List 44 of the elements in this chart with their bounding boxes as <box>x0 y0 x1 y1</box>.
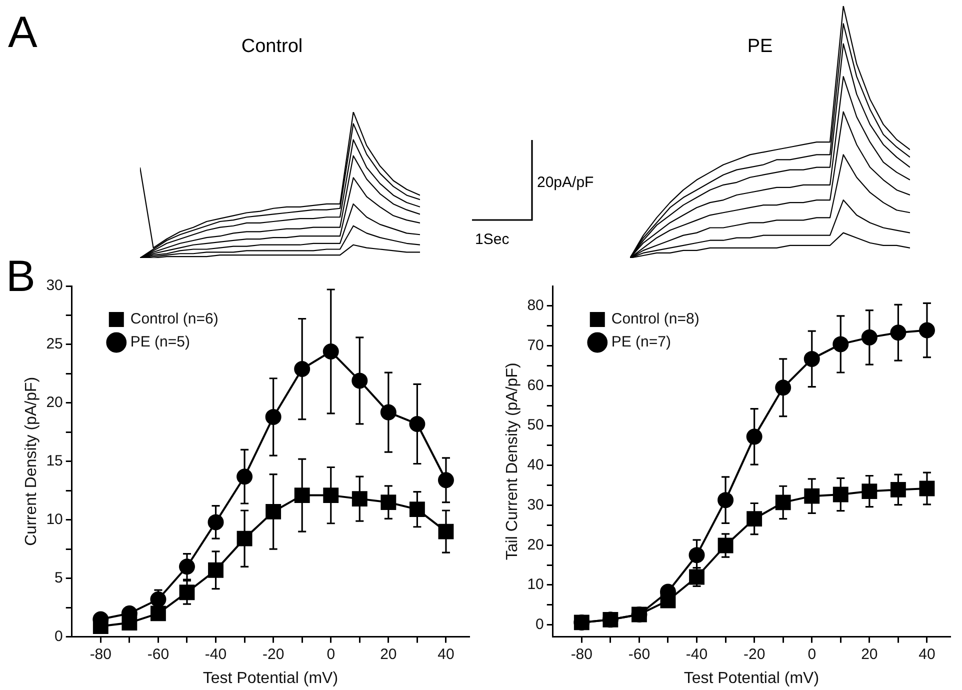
legend-label: PE (n=7) <box>611 334 672 351</box>
x-tick-label: -40 <box>204 646 227 663</box>
y-tick-label: 10 <box>527 576 544 594</box>
x-tick-label: -80 <box>570 646 593 663</box>
x-tick-label: -40 <box>686 646 708 663</box>
x-tick-label: 0 <box>326 646 336 663</box>
y-axis-title: Current Density (pA/pF) <box>23 376 40 546</box>
x-tick-label: -20 <box>743 646 766 663</box>
y-tick-label: 30 <box>46 277 63 294</box>
x-tick-label: -20 <box>262 646 284 663</box>
text: PE <box>747 36 773 58</box>
y-tick-label: 15 <box>46 452 63 470</box>
x-tick-label: -80 <box>90 646 112 663</box>
text: A <box>8 8 38 58</box>
y-tick-label: 60 <box>527 376 544 394</box>
y-tick-label: 20 <box>527 536 544 554</box>
text: 20pA/pF <box>537 174 594 191</box>
y-tick-label: 5 <box>54 569 63 586</box>
x-tick-label: 40 <box>918 646 936 663</box>
y-axis-title: Tail Current Density (pA/pF) <box>504 362 522 560</box>
x-tick-label: 40 <box>438 646 454 663</box>
y-tick-label: 50 <box>527 416 544 434</box>
y-tick-label: 0 <box>536 616 544 633</box>
y-tick-label: 25 <box>46 336 63 353</box>
x-tick-label: 20 <box>861 646 878 663</box>
x-tick-label: -60 <box>147 646 170 663</box>
x-axis-title: Test Potential (mV) <box>202 670 338 687</box>
x-tick-label: -60 <box>628 646 650 663</box>
y-tick-label: 40 <box>527 456 544 474</box>
legend-label: PE (n=5) <box>130 334 190 351</box>
legend-label: Control (n=6) <box>130 310 218 328</box>
chart-title: Control <box>241 36 303 58</box>
y-tick-label: 10 <box>46 511 63 528</box>
y-tick-label: 70 <box>527 336 544 354</box>
text: B <box>6 252 36 302</box>
text: 1Sec <box>475 231 510 248</box>
x-axis-title: Test Potential (mV) <box>684 670 820 687</box>
y-tick-label: 20 <box>46 394 63 412</box>
y-tick-label: 80 <box>527 297 544 314</box>
x-tick-label: 20 <box>380 646 397 663</box>
y-tick-label: 30 <box>527 496 544 514</box>
legend-label: Control (n=8) <box>611 310 700 328</box>
x-tick-label: 0 <box>808 646 816 663</box>
y-tick-label: 0 <box>54 628 63 645</box>
